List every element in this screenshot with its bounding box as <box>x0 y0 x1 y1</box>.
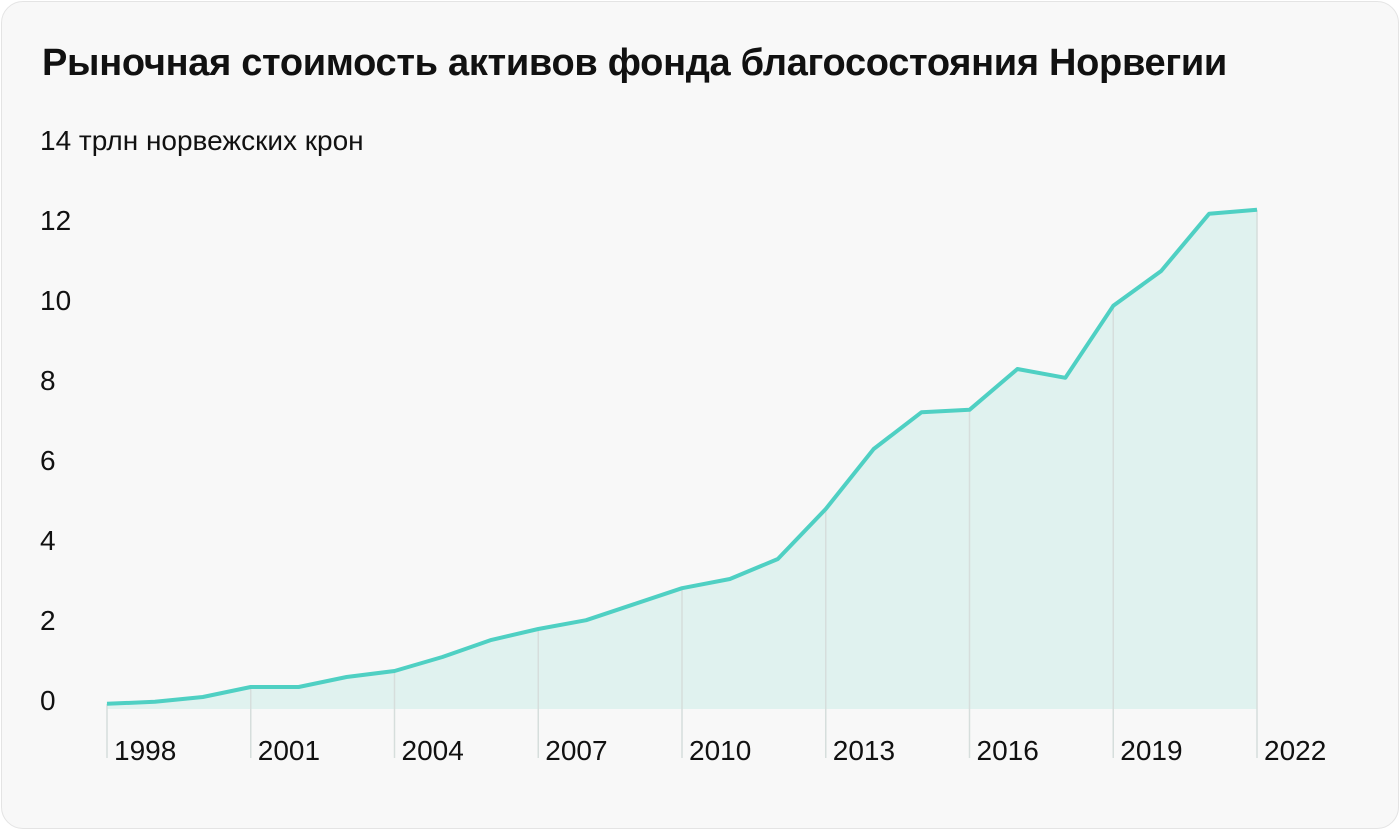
y-tick-label: 2 <box>40 605 56 636</box>
y-tick-label: 10 <box>40 285 71 316</box>
y-tick-label: 6 <box>40 445 56 476</box>
y-tick-label: 8 <box>40 365 56 396</box>
x-tick-label: 2007 <box>545 735 607 766</box>
y-tick-label: 12 <box>40 205 71 236</box>
x-tick-label: 2016 <box>977 735 1039 766</box>
x-tick-label: 1998 <box>114 735 176 766</box>
y-tick-label: 0 <box>40 685 56 716</box>
x-tick-label: 2004 <box>402 735 464 766</box>
x-tick-label: 2019 <box>1120 735 1182 766</box>
y-tick-label: 4 <box>40 525 56 556</box>
x-tick-label: 2022 <box>1264 735 1326 766</box>
y-tick-label: 14 трлн норвежских крон <box>40 125 364 156</box>
x-tick-label: 2001 <box>258 735 320 766</box>
series-line <box>106 207 1258 706</box>
chart-title: Рыночная стоимость активов фонда благосо… <box>42 42 1227 84</box>
x-tick-label: 2013 <box>833 735 895 766</box>
x-tick-label: 2010 <box>689 735 751 766</box>
